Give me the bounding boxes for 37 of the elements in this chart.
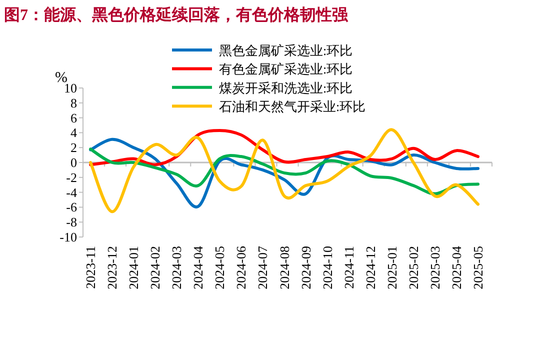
x-tick-label: 2024-04 [190,246,206,290]
legend-label: 煤炭开采和洗选业:环比 [219,80,353,96]
x-tick-label: 2024-07 [255,246,270,290]
y-tick-label: 2 [70,140,77,156]
x-tick-label: 2024-09 [298,246,314,290]
legend-label: 黑色金属矿采选业:环比 [219,43,353,58]
legend-label: 石油和天然气开采业:环比 [219,99,366,114]
x-tick-label: 2025-04 [448,246,464,290]
x-tick-label: 2025-01 [384,246,400,290]
x-tick-label: 2024-08 [276,246,292,290]
y-tick-label: 0 [70,155,77,170]
x-tick-label: 2024-02 [148,246,163,290]
x-tick-label: 2024-11 [341,246,356,289]
line-series [89,148,480,196]
line-series [89,128,480,214]
y-tick-label: 8 [70,95,77,110]
x-tick-label: 2025-05 [470,246,486,290]
x-tick-label: 2025-03 [427,246,442,290]
y-tick-label: 6 [70,110,78,126]
y-axis-title: % [55,70,68,86]
y-tick-label: -6 [66,200,78,215]
y-tick-label: -2 [66,170,77,185]
x-tick-label: 2025-02 [406,246,421,290]
x-tick-label: 2024-01 [126,246,142,290]
x-tick-label: 2024-06 [234,246,249,290]
x-tick-label: 2023-11 [83,246,98,289]
x-tick-label: 2024-05 [212,246,228,290]
x-tick-label: 2024-12 [362,246,378,290]
y-tick-label: 4 [70,125,78,140]
y-tick-label: -8 [66,214,77,230]
x-tick-label: 2023-12 [104,246,120,290]
y-tick-label: -4 [66,184,78,200]
x-tick-label: 2024-03 [169,246,184,290]
y-tick-label: -10 [60,230,77,244]
x-tick-label: 2024-10 [320,246,335,290]
legend-label: 有色金属矿采选业:环比 [219,62,353,77]
chart-title: 图7：能源、黑色价格延续回落，有色价格韧性强 [4,6,349,24]
